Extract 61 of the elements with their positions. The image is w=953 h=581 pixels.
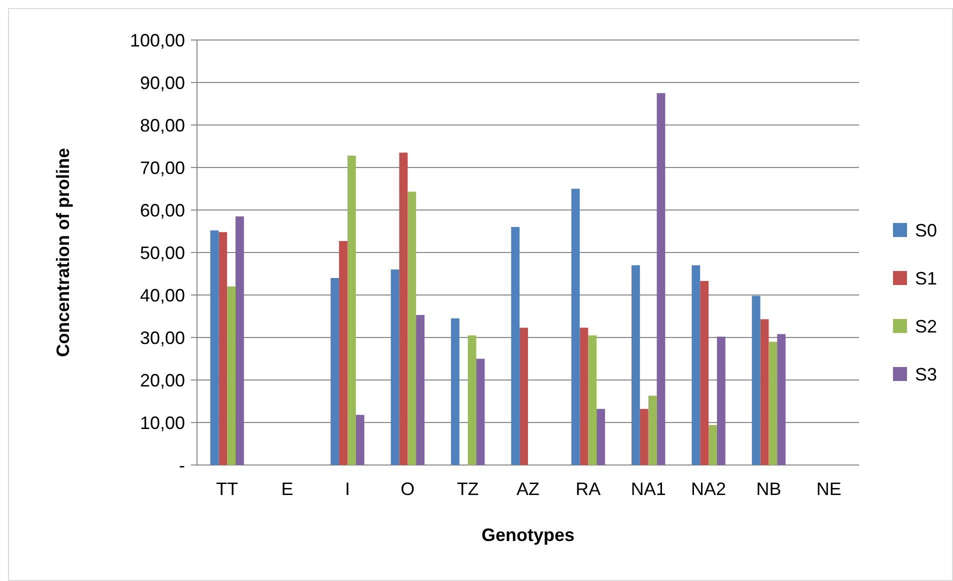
bar	[708, 425, 717, 465]
bar	[716, 336, 726, 465]
x-axis-title: Genotypes	[481, 525, 575, 545]
x-tick-label: TT	[216, 479, 238, 499]
bar	[236, 216, 244, 465]
bar	[656, 93, 666, 465]
legend-label: S1	[915, 268, 938, 288]
bar	[476, 358, 485, 465]
legend-label: S2	[915, 316, 938, 336]
x-tick-label: E	[281, 479, 294, 499]
bar	[648, 396, 657, 465]
bar	[210, 230, 219, 465]
y-tick-label: 50,00	[140, 242, 185, 263]
bar	[416, 314, 424, 465]
x-tick-label: I	[344, 479, 350, 499]
x-tick-label: NE	[816, 479, 842, 499]
y-tick-label: 40,00	[140, 285, 185, 306]
y-tick-label: 30,00	[140, 328, 185, 348]
y-tick-label: 70,00	[140, 158, 185, 178]
bar	[692, 265, 700, 465]
x-tick-label: RA	[576, 479, 601, 499]
bar	[218, 232, 228, 465]
bar	[450, 318, 460, 465]
y-tick-label: 90,00	[140, 72, 185, 93]
x-tick-label: TZ	[456, 479, 479, 499]
x-tick-label: NA2	[691, 479, 726, 499]
bar	[760, 319, 769, 465]
bar	[339, 241, 348, 465]
bar	[588, 335, 597, 465]
legend-label: S0	[915, 220, 938, 240]
bar	[390, 270, 400, 465]
bar	[777, 334, 786, 465]
bar	[399, 152, 408, 465]
x-tick-label: NB	[756, 479, 782, 499]
bar	[520, 328, 528, 465]
legend-label: S3	[915, 364, 938, 384]
y-tick-label: -	[179, 455, 185, 476]
x-tick-label: AZ	[516, 479, 540, 499]
bar	[330, 278, 340, 465]
bar	[632, 265, 640, 465]
y-tick-label: 60,00	[140, 200, 185, 220]
y-axis-title: Concentration of proline	[53, 148, 73, 357]
y-tick-label: 80,00	[140, 115, 185, 136]
bar	[347, 156, 356, 465]
bar	[468, 335, 476, 465]
y-tick-label: 10,00	[140, 412, 185, 433]
bar	[511, 227, 520, 465]
bar	[580, 328, 588, 465]
x-tick-label: O	[400, 479, 415, 499]
bar	[640, 408, 648, 465]
bar	[571, 188, 580, 465]
bar	[356, 414, 364, 465]
bar	[408, 192, 416, 465]
bar	[768, 342, 778, 465]
bar	[596, 408, 606, 465]
y-tick-label: 20,00	[140, 370, 185, 390]
bar	[752, 296, 760, 465]
y-tick-label: 100,00	[130, 30, 185, 50]
x-tick-label: NA1	[630, 479, 666, 499]
bar	[227, 286, 236, 465]
bar	[700, 280, 709, 465]
